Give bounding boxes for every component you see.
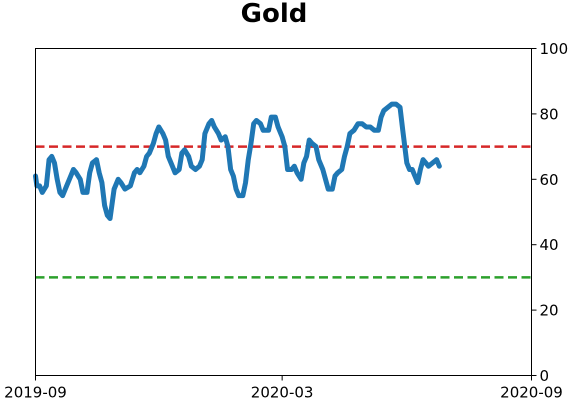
y-tick-label: 80: [540, 105, 559, 123]
y-tick-label: 60: [540, 171, 559, 189]
x-tick-label: 2020-09: [500, 384, 563, 402]
plot-frame: [35, 48, 532, 376]
x-tick-label: 2019-09: [4, 384, 67, 402]
y-tick-label: 0: [540, 367, 550, 385]
series-layer: [33, 101, 442, 222]
x-tick-label: 2020-03: [251, 384, 314, 402]
y-tick-label: 40: [540, 236, 559, 254]
chart-title: Gold: [241, 0, 308, 29]
y-tick-label: 20: [540, 302, 559, 320]
y-axis: 0 20 40 60 80 100: [531, 40, 569, 385]
x-axis: 2019-09 2020-03 2020-09: [4, 375, 563, 402]
y-tick-label: 100: [540, 40, 569, 58]
series-line: [33, 101, 442, 222]
